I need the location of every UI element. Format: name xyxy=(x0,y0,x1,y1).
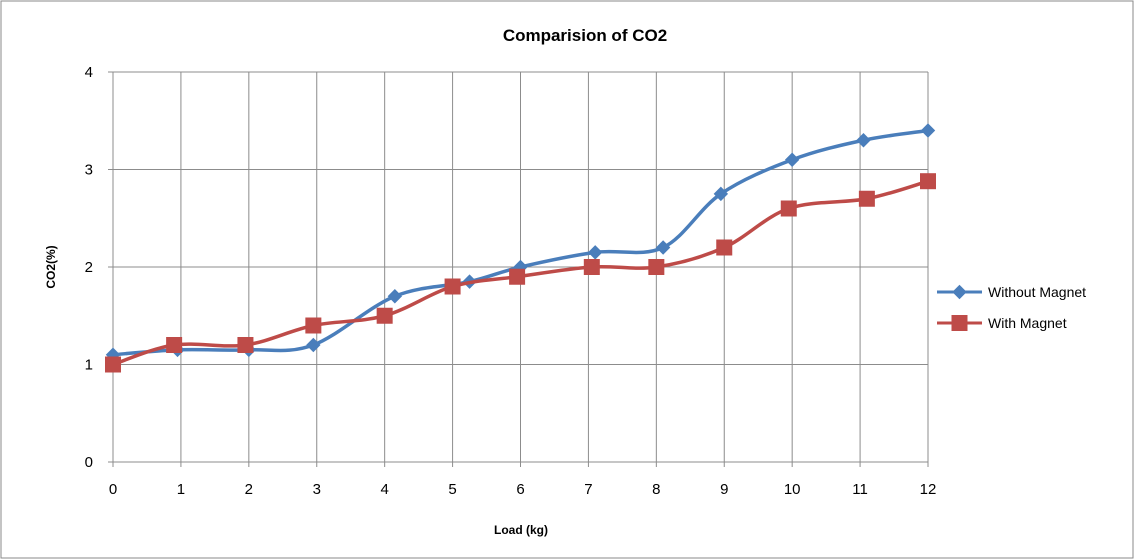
x-tick-label: 5 xyxy=(448,481,456,498)
legend-label: With Magnet xyxy=(988,315,1067,331)
data-point xyxy=(856,133,871,148)
x-tick-label: 4 xyxy=(380,481,388,498)
legend-label: Without Magnet xyxy=(988,284,1086,300)
data-point xyxy=(387,289,403,304)
data-point xyxy=(858,190,875,207)
legend: Without Magnet With Magnet xyxy=(937,284,1086,331)
data-point xyxy=(105,356,121,373)
x-tick-label: 1 xyxy=(177,481,185,498)
legend-item: With Magnet xyxy=(937,315,1067,331)
x-tick-label: 10 xyxy=(784,481,801,498)
y-tick-label: 3 xyxy=(85,162,93,179)
x-tick-label: 11 xyxy=(852,481,868,498)
series-with-magnet xyxy=(105,173,936,373)
y-axis-title: CO2(%) xyxy=(44,245,58,288)
x-tick-label: 8 xyxy=(652,481,660,498)
data-point xyxy=(237,337,254,353)
data-point xyxy=(713,186,729,202)
y-tick-label: 2 xyxy=(85,259,93,276)
data-point xyxy=(588,245,603,260)
legend-marker xyxy=(951,315,968,331)
data-point xyxy=(305,317,322,334)
x-tick-label: 6 xyxy=(516,481,524,498)
x-axis-title: Load (kg) xyxy=(494,523,548,537)
data-point xyxy=(444,278,461,295)
x-tick-label: 7 xyxy=(584,481,592,498)
data-point xyxy=(166,337,183,353)
x-tick-label: 3 xyxy=(313,481,321,498)
data-point xyxy=(920,123,936,138)
axes xyxy=(108,71,929,467)
data-point xyxy=(784,152,800,167)
data-point xyxy=(920,173,936,190)
data-point xyxy=(655,240,671,255)
data-point xyxy=(509,268,526,285)
legend-item: Without Magnet xyxy=(937,284,1086,300)
data-point xyxy=(306,337,321,353)
data-point xyxy=(648,259,665,275)
y-tick-label: 1 xyxy=(85,357,93,374)
series-layer xyxy=(105,123,936,373)
data-point xyxy=(583,259,600,275)
y-tick-label: 0 xyxy=(85,454,93,471)
x-tick-label: 0 xyxy=(109,481,117,498)
x-tick-label: 2 xyxy=(245,481,253,498)
data-point xyxy=(780,200,797,217)
data-point xyxy=(376,307,393,324)
x-tick-label: 9 xyxy=(720,481,728,498)
x-tick-label: 12 xyxy=(920,481,937,498)
chart-title: Comparision of CO2 xyxy=(503,26,667,45)
grid-lines xyxy=(113,71,929,462)
y-tick-label: 4 xyxy=(85,64,93,81)
data-point xyxy=(716,239,733,256)
legend-marker xyxy=(952,284,967,300)
